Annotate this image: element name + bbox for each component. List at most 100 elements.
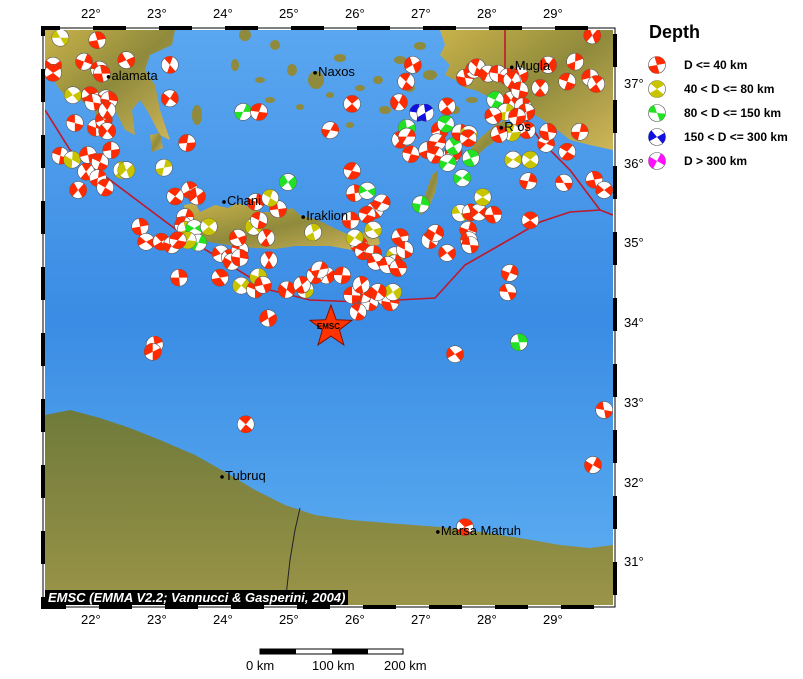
legend-beachball[interactable] <box>648 56 666 74</box>
event-beachball[interactable] <box>438 97 456 116</box>
event-beachball[interactable] <box>558 72 577 91</box>
event-beachball[interactable] <box>595 401 613 419</box>
emsc-star-marker[interactable] <box>308 303 354 347</box>
event-beachball[interactable] <box>539 123 557 141</box>
event-beachball[interactable] <box>246 193 265 211</box>
event-beachball[interactable] <box>364 221 382 239</box>
event-beachball[interactable] <box>349 303 367 321</box>
event-beachball[interactable] <box>93 64 111 83</box>
event-beachball[interactable] <box>587 75 606 93</box>
event-beachball[interactable] <box>583 27 602 45</box>
event-beachball[interactable] <box>231 248 249 267</box>
event-beachball[interactable] <box>426 146 445 164</box>
event-beachball[interactable] <box>236 415 255 434</box>
legend-beachball[interactable] <box>648 80 666 98</box>
event-beachball[interactable] <box>200 217 218 236</box>
event-beachball[interactable] <box>51 29 70 47</box>
event-beachball[interactable] <box>102 141 120 159</box>
event-beachball[interactable] <box>397 72 415 91</box>
event-beachball[interactable] <box>343 95 361 113</box>
event-beachball[interactable] <box>155 158 173 177</box>
event-beachball[interactable] <box>261 189 280 207</box>
event-beachball[interactable] <box>188 187 206 206</box>
event-beachball[interactable] <box>63 150 81 169</box>
event-beachball[interactable] <box>510 333 528 352</box>
event-beachball[interactable] <box>469 203 488 222</box>
event-beachball[interactable] <box>131 217 149 236</box>
event-beachball[interactable] <box>500 264 519 282</box>
event-beachball[interactable] <box>510 81 529 100</box>
event-beachball[interactable] <box>521 211 540 230</box>
event-beachball[interactable] <box>401 145 420 163</box>
event-beachball[interactable] <box>436 115 455 133</box>
event-beachball[interactable] <box>178 134 196 152</box>
event-beachball[interactable] <box>232 276 250 295</box>
legend-beachball[interactable] <box>648 152 666 170</box>
event-beachball[interactable] <box>531 79 549 97</box>
event-beachball[interactable] <box>521 150 540 169</box>
event-beachball[interactable] <box>539 56 557 74</box>
event-beachball[interactable] <box>456 518 474 536</box>
event-beachball[interactable] <box>358 181 377 200</box>
event-beachball[interactable] <box>518 121 536 140</box>
event-beachball[interactable] <box>341 211 360 230</box>
event-beachball[interactable] <box>66 114 84 132</box>
event-beachball[interactable] <box>389 259 408 277</box>
event-beachball[interactable] <box>372 193 391 212</box>
legend-beachball[interactable] <box>648 104 666 122</box>
event-beachball[interactable] <box>64 86 82 104</box>
event-beachball[interactable] <box>117 161 136 179</box>
event-beachball[interactable] <box>143 342 162 361</box>
event-beachball[interactable] <box>570 123 589 141</box>
event-beachball[interactable] <box>555 174 573 192</box>
event-beachball[interactable] <box>384 283 402 301</box>
event-beachball[interactable] <box>461 236 479 254</box>
event-beachball[interactable] <box>277 280 296 299</box>
event-beachball[interactable] <box>293 276 311 294</box>
event-beachball[interactable] <box>343 162 361 180</box>
event-beachball[interactable] <box>98 122 116 140</box>
event-beachball[interactable] <box>416 103 435 122</box>
event-beachball[interactable] <box>229 229 247 247</box>
event-beachball[interactable] <box>117 51 136 69</box>
event-beachball[interactable] <box>250 211 268 230</box>
event-beachball[interactable] <box>459 129 478 147</box>
event-beachball[interactable] <box>254 276 272 294</box>
event-beachball[interactable] <box>321 121 340 140</box>
event-beachball[interactable] <box>508 107 526 126</box>
event-beachball[interactable] <box>333 266 351 285</box>
event-beachball[interactable] <box>462 149 480 167</box>
event-beachball[interactable] <box>250 103 268 121</box>
event-beachball[interactable] <box>161 56 179 74</box>
event-beachball[interactable] <box>259 309 278 328</box>
event-beachball[interactable] <box>96 178 114 197</box>
event-beachball[interactable] <box>398 127 416 146</box>
event-beachball[interactable] <box>169 231 187 250</box>
event-beachball[interactable] <box>279 173 297 191</box>
event-beachball[interactable] <box>438 154 457 172</box>
event-beachball[interactable] <box>446 345 464 363</box>
event-beachball[interactable] <box>234 103 252 121</box>
event-beachball[interactable] <box>166 187 184 206</box>
event-beachball[interactable] <box>358 205 377 224</box>
event-beachball[interactable] <box>426 224 445 242</box>
event-beachball[interactable] <box>170 268 188 287</box>
event-beachball[interactable] <box>473 188 492 206</box>
legend-beachball[interactable] <box>648 128 666 146</box>
event-beachball[interactable] <box>45 64 62 82</box>
event-beachball[interactable] <box>484 205 503 224</box>
event-beachball[interactable] <box>453 169 472 187</box>
event-beachball[interactable] <box>260 251 278 269</box>
event-beachball[interactable] <box>403 56 422 74</box>
event-beachball[interactable] <box>396 240 414 259</box>
event-beachball[interactable] <box>304 223 322 242</box>
event-beachball[interactable] <box>504 150 522 169</box>
event-beachball[interactable] <box>584 456 602 474</box>
event-beachball[interactable] <box>352 276 371 294</box>
event-beachball[interactable] <box>88 31 107 49</box>
event-beachball[interactable] <box>484 107 503 125</box>
event-beachball[interactable] <box>595 181 613 199</box>
event-beachball[interactable] <box>161 89 179 108</box>
event-beachball[interactable] <box>310 260 329 279</box>
event-beachball[interactable] <box>98 101 116 120</box>
